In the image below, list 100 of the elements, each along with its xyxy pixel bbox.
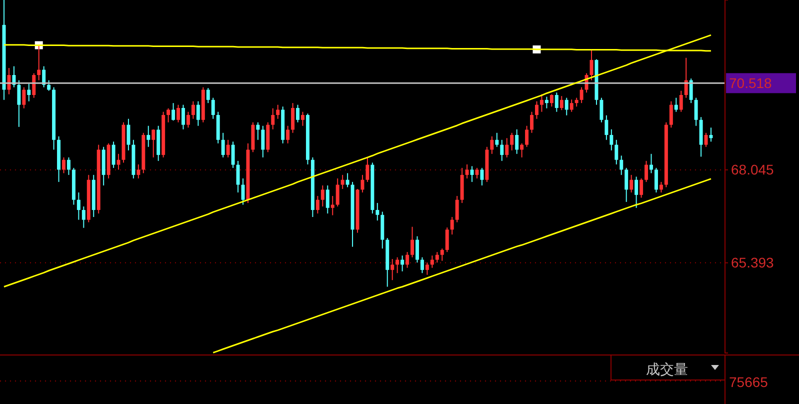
y-tick-label: 68.045 [731, 161, 774, 178]
candlestick [256, 122, 260, 140]
candlestick [66, 156, 70, 176]
candlestick [271, 108, 275, 130]
candlestick [435, 252, 439, 264]
candlestick [500, 139, 504, 162]
candlestick [326, 184, 330, 214]
y-tick-label: 65.393 [731, 254, 774, 270]
candlestick [550, 94, 554, 108]
candlestick [674, 97, 678, 112]
candlestick [406, 252, 410, 268]
line-series [3, 34, 712, 288]
candlestick [654, 167, 658, 193]
candlestick [17, 80, 21, 128]
candlestick [191, 100, 195, 120]
text: 75665 [729, 374, 768, 390]
candlestick [336, 178, 340, 207]
candlestick [116, 153, 120, 170]
candlestick [534, 100, 538, 120]
candlestick [316, 195, 320, 214]
candlestick [390, 258, 394, 281]
candlestick [445, 227, 449, 253]
candlestick [614, 139, 618, 165]
candlestick [231, 141, 235, 168]
candlestick [624, 167, 628, 202]
candlestick [176, 104, 180, 123]
candlestick [694, 97, 698, 126]
candlestick [610, 128, 614, 151]
candlestick [27, 83, 31, 102]
candlestick [630, 174, 634, 193]
candlestick [416, 236, 419, 264]
candlestick [320, 184, 324, 207]
candlestick [490, 136, 494, 154]
candlestick [604, 114, 608, 140]
text: 成交量 [646, 362, 688, 378]
candlestick [505, 138, 509, 158]
candlestick [515, 128, 519, 154]
candlestick [669, 100, 673, 128]
candlestick [470, 166, 474, 182]
candlestick [540, 94, 544, 112]
candlestick [564, 97, 568, 116]
candlestick [600, 97, 604, 123]
candlestick [570, 99, 574, 112]
candlestick [166, 108, 170, 123]
candlestick [420, 256, 424, 274]
candlestick [554, 92, 558, 112]
candlestick [152, 128, 156, 158]
candlestick [544, 96, 548, 109]
candlestick [221, 132, 225, 158]
candlestick [679, 90, 683, 112]
candlestick [410, 226, 414, 258]
candlestick [172, 102, 176, 122]
candlestick [495, 132, 499, 148]
candlestick [659, 181, 663, 193]
candlestick [291, 102, 295, 134]
candlestick [42, 66, 46, 88]
candlestick [181, 104, 185, 130]
candlestick [32, 72, 36, 98]
candlestick [376, 202, 380, 221]
candlestick [286, 125, 290, 144]
candlestick [206, 87, 210, 104]
line-series [212, 178, 712, 354]
candlestick [112, 141, 116, 168]
candlestick [510, 132, 514, 151]
candlestick [580, 86, 584, 104]
candlestick [440, 248, 444, 262]
candlestick [76, 192, 80, 220]
candlestick [22, 86, 26, 109]
candlestick [82, 206, 86, 228]
candlestick [475, 167, 479, 179]
ref-line-label: 70.518 [729, 75, 772, 92]
candlestick [300, 111, 304, 126]
candlestick [560, 96, 564, 111]
candlestick [530, 111, 534, 134]
candlestick [430, 255, 434, 268]
candlestick [186, 111, 190, 128]
candlestick [126, 118, 130, 151]
candlestick [465, 164, 469, 179]
candlestick [360, 174, 364, 193]
candlestick [37, 44, 41, 81]
candlestick [211, 97, 215, 120]
candlestick [450, 216, 454, 236]
candlestick [689, 78, 693, 104]
candlestick [520, 142, 524, 158]
candlestick [340, 174, 344, 190]
candlestick [634, 176, 638, 208]
candlestick [276, 104, 280, 120]
candlestick [480, 167, 484, 186]
candlestick [525, 125, 529, 148]
candlestick [346, 172, 350, 188]
candlestick [425, 262, 429, 276]
candlestick [366, 157, 370, 182]
candlestick [196, 100, 200, 126]
candlestick [330, 195, 334, 216]
candlestick [47, 80, 51, 92]
candlestick [62, 156, 66, 174]
candlestick [146, 125, 150, 148]
candlestick [261, 125, 265, 158]
candlestick [455, 195, 459, 223]
candlestick [644, 160, 648, 182]
